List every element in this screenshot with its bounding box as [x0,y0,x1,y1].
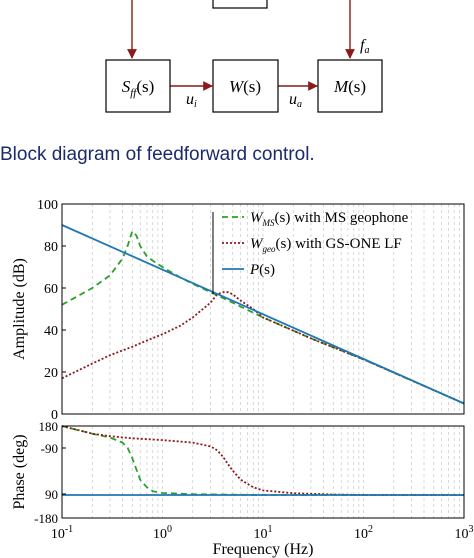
xtick-label: 101 [254,524,273,542]
svg-text:W(s): W(s) [229,77,261,96]
sff-sub: ff [130,87,138,99]
fa-label: fa [360,37,369,56]
block-w: W(s) [212,59,279,113]
ytick-label: 100 [37,198,58,213]
figure-caption: Block diagram of feedforward control. [0,144,315,165]
phase-frame [61,425,465,519]
series-line-1 [61,425,464,496]
ua-label: ua [289,91,302,110]
phase-lines [61,425,464,496]
bode-plot: 0 20 40 60 80 100 Amplitude (dB) WMS(s) with … [11,198,474,558]
m-main: M [333,77,349,96]
ytick-label: -180 [34,511,58,526]
ytick-label: 20 [44,366,58,381]
ytick-label: 180 [39,419,59,434]
amplitude-yticks: 0 20 40 60 80 100 [37,198,66,423]
ytick-label: 0 [51,408,58,423]
legend-label: Wgeo(s) with GS-ONE LF [250,236,402,254]
w-tail: (s) [243,77,261,96]
ytick-label: 80 [44,240,58,255]
signal-lines [127,0,355,91]
legend: WMS(s) with MS geophone Wgeo(s) with GS-O… [212,210,409,294]
block-m: M(s) [317,59,383,113]
phase-xticks: 10-1 100 101 102 103 [51,524,474,542]
sff-main: S [122,77,131,96]
phase-ylabel: Phase (deg) [11,434,28,509]
series-line-2 [61,224,465,405]
amplitude-lines [61,224,465,405]
legend-label: WMS(s) with MS geophone [250,210,409,228]
legend-label: P(s) [249,262,275,278]
svg-text:M(s): M(s) [333,77,366,96]
top-partial-block [212,0,268,9]
block-diagram: Sff(s) W(s) M(s) ui ua fa [105,0,383,113]
amplitude-ylabel: Amplitude (dB) [11,258,28,360]
xtick-label: 100 [153,524,172,542]
block-sff: Sff(s) [105,59,171,113]
ytick-label: -90 [41,441,58,456]
frequency-xlabel: Frequency (Hz) [213,541,314,558]
svg-text:Sff(s): Sff(s) [122,77,155,99]
phase-yticks: 180 -90 90 -180 [34,419,66,526]
xtick-label: 102 [354,524,373,542]
series-line-1 [61,291,465,405]
xtick-label: 103 [455,524,474,542]
ytick-label: 60 [44,282,58,297]
ytick-label: 40 [44,324,58,339]
amplitude-frame [61,203,465,415]
m-tail: (s) [348,77,366,96]
w-main: W [229,77,245,96]
xtick-label: 10-1 [51,524,73,542]
series-line-0 [61,425,464,496]
sff-tail: (s) [136,77,154,96]
ytick-label: 90 [45,487,58,502]
phase-grid [91,426,460,518]
ui-label: ui [186,91,197,110]
